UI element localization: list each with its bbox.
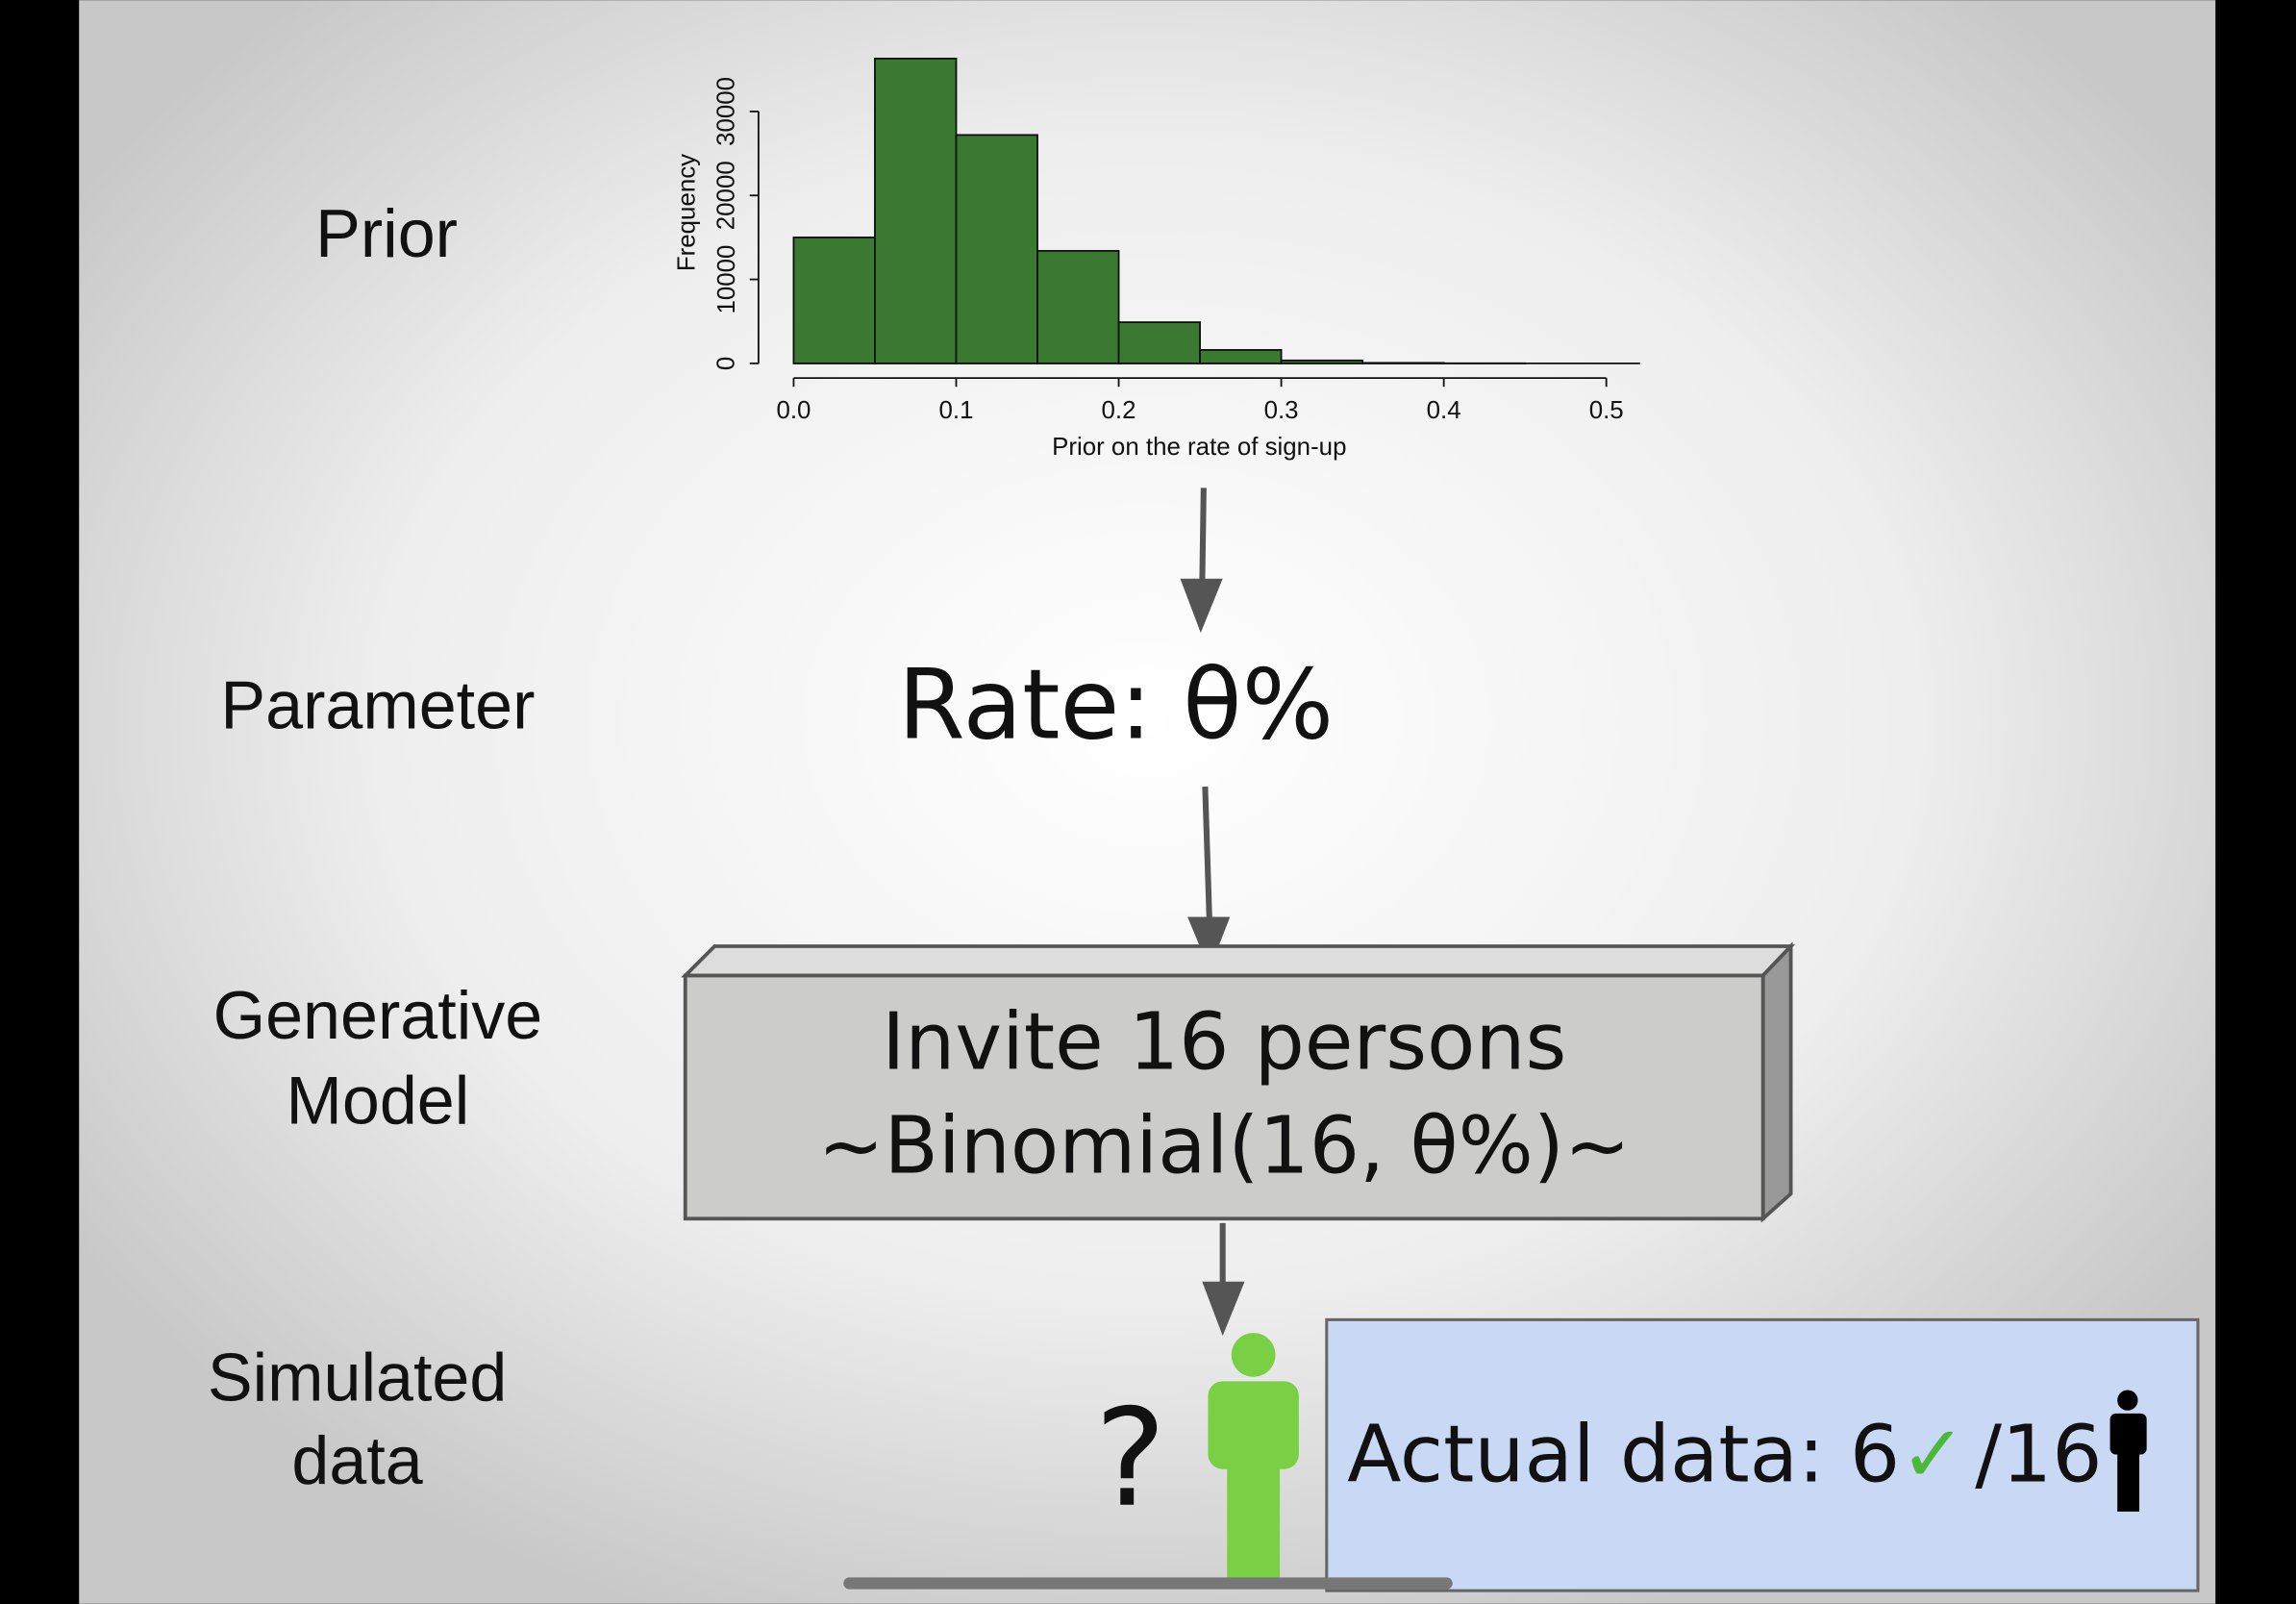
box-text: Invite 16 persons — [882, 997, 1566, 1089]
arrow-head — [1180, 578, 1223, 634]
bar — [1199, 348, 1283, 364]
bar — [792, 236, 876, 364]
row-label: Prior — [315, 196, 458, 271]
arrows — [1180, 488, 1245, 1337]
x-tick-label: 0.2 — [1102, 397, 1136, 424]
y-tick-label: 20000 — [713, 161, 740, 230]
arrow — [1202, 786, 1213, 923]
x-axis-label: Prior on the rate of sign-up — [1052, 434, 1346, 461]
bar — [874, 58, 958, 364]
x-tick-label: 0.0 — [776, 397, 811, 424]
actual-data-text: Actual data: 6✓/16 — [1347, 1410, 2102, 1501]
box-text: ~Binomial(16, θ%)~ — [818, 1101, 1631, 1192]
bar — [1036, 249, 1120, 364]
bar — [1117, 321, 1201, 364]
row-label: Model — [287, 1064, 470, 1139]
y-tick-label: 10000 — [713, 245, 740, 314]
row-label: Generative — [213, 978, 543, 1053]
x-tick-label: 0.5 — [1589, 397, 1624, 424]
question-mark: ? — [1095, 1381, 1166, 1538]
box-side — [1760, 941, 1793, 1223]
histogram: 0.0 0.1 0.2 0.3 0.4 0.5 Prior on the rate of s… — [674, 58, 1640, 461]
x-tick-label: 0.3 — [1264, 397, 1299, 424]
y-axis-label: Frequency — [674, 154, 701, 271]
check-mark: ✓ — [1900, 1410, 1966, 1501]
row-label: data — [291, 1423, 422, 1498]
x-tick-label: 0.1 — [939, 397, 974, 424]
arrow-head — [1202, 1281, 1245, 1337]
person-icon — [1208, 1333, 1299, 1582]
actual-prefix: Actual data: 6 — [1347, 1410, 1900, 1501]
y-tick-label: 0 — [713, 357, 740, 370]
x-tick-label: 0.4 — [1427, 397, 1461, 424]
actual-data-box — [1325, 1317, 2200, 1592]
row-label: Parameter — [220, 667, 535, 742]
row-label: Simulated — [208, 1340, 507, 1415]
person-icon-small — [2109, 1390, 2147, 1512]
model-box — [681, 941, 1796, 1223]
bar — [955, 134, 1038, 364]
arrow-head — [1187, 916, 1231, 970]
parameter-text: Rate: θ% — [898, 649, 1334, 762]
box-front — [683, 973, 1765, 1221]
y-tick-label: 30000 — [713, 77, 740, 146]
arrow — [1199, 488, 1207, 587]
actual-suffix: /16 — [1975, 1410, 2102, 1501]
box-top — [681, 944, 1796, 978]
